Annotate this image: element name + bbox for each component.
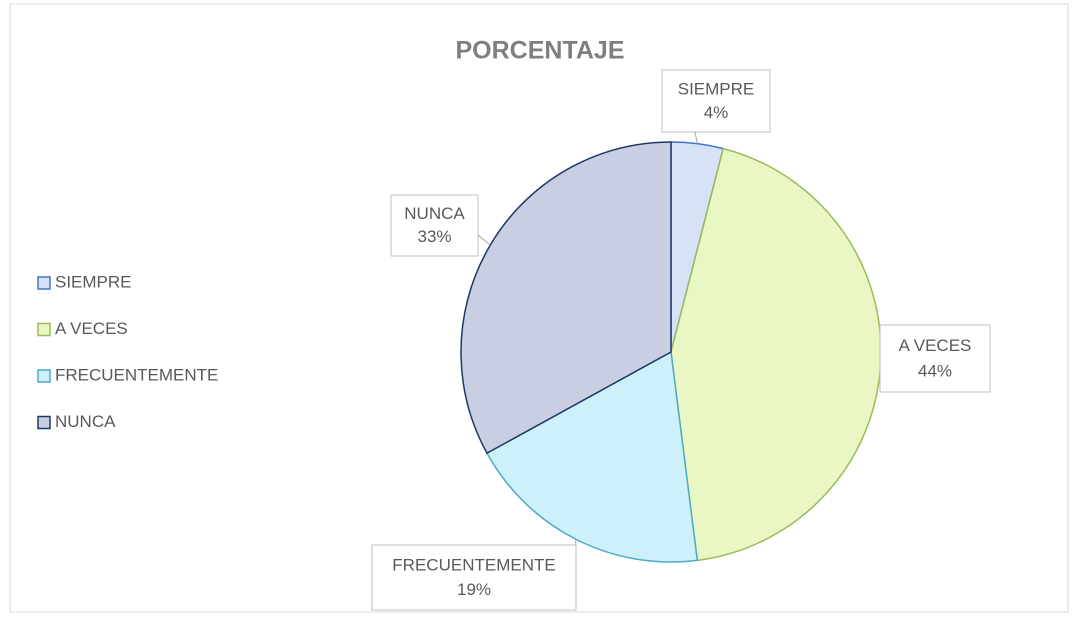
data-label-name: NUNCA — [404, 204, 465, 223]
legend-swatch — [38, 277, 50, 289]
legend-label: NUNCA — [55, 412, 116, 431]
legend-swatch — [38, 370, 50, 382]
data-label-value: 19% — [457, 580, 491, 599]
legend-swatch — [38, 324, 50, 336]
data-label-value: 44% — [918, 361, 952, 380]
data-label-value: 33% — [417, 227, 451, 246]
data-label-name: FRECUENTEMENTE — [392, 555, 555, 574]
chart-title: PORCENTAJE — [455, 37, 624, 65]
data-label-value: 4% — [704, 103, 729, 122]
legend-label: A VECES — [55, 319, 128, 338]
legend-label: FRECUENTEMENTE — [55, 365, 218, 384]
legend-swatch — [38, 417, 50, 429]
data-label-name: SIEMPRE — [678, 79, 755, 98]
data-label-name: A VECES — [899, 336, 972, 355]
legend-label: SIEMPRE — [55, 272, 132, 291]
